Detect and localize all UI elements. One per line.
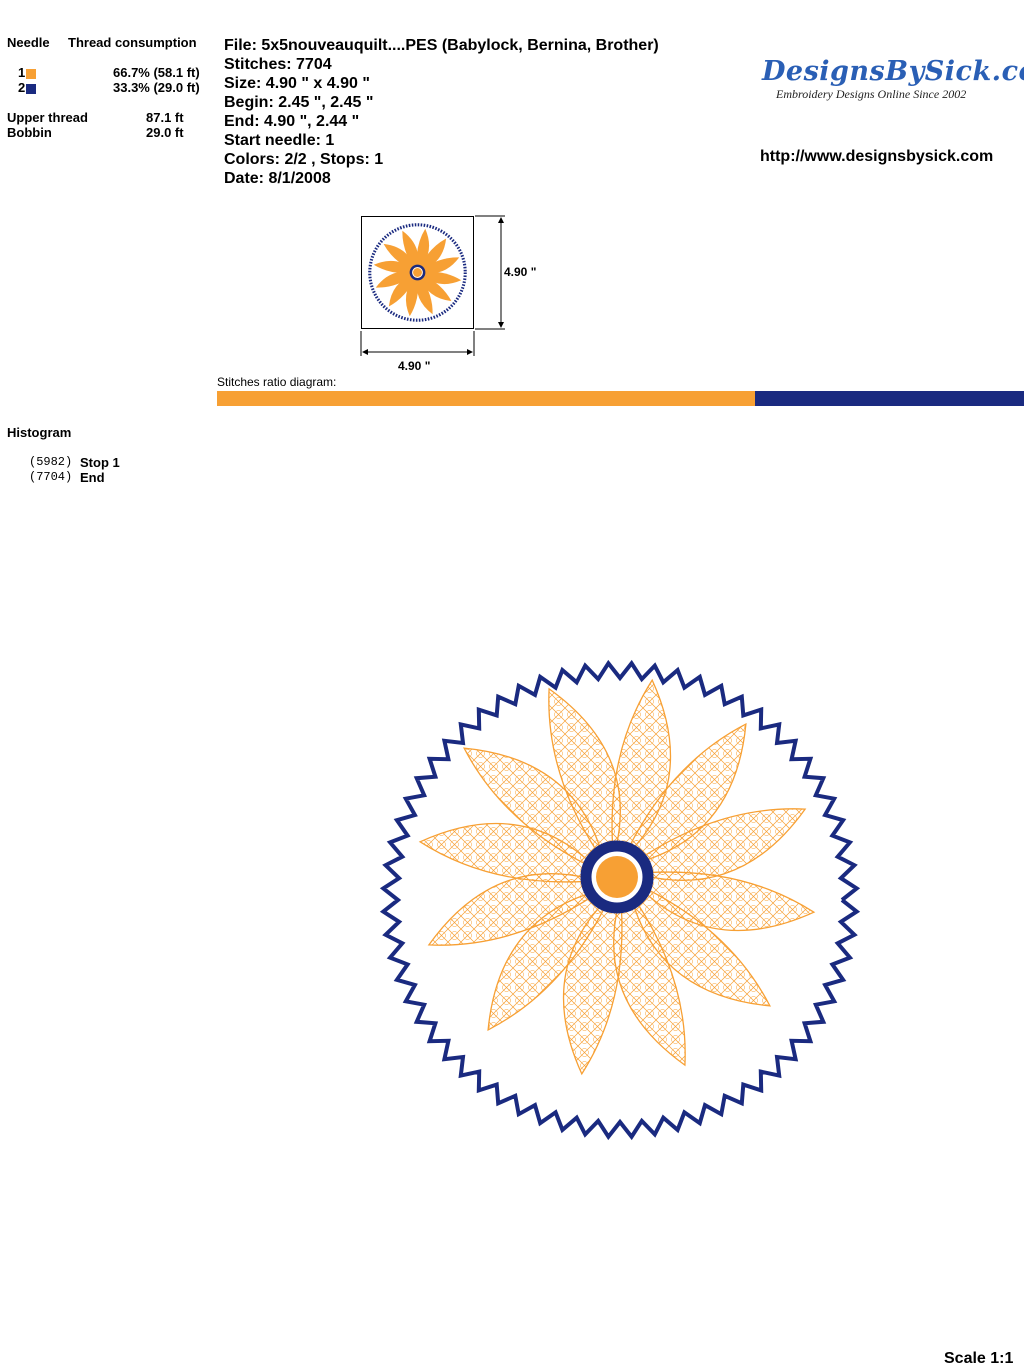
width-dimension-label: 4.90 " xyxy=(398,359,431,373)
center-ring xyxy=(580,840,654,914)
design-petals xyxy=(418,678,816,1076)
design-info: File: 5x5nouveauquilt....PES (Babylock, … xyxy=(224,36,659,188)
center-fill xyxy=(596,856,638,898)
stitches-ratio-bar xyxy=(217,391,1024,406)
thumb-petal xyxy=(416,276,433,315)
ratio-segment-1 xyxy=(217,391,756,406)
upper-thread-value: 87.1 ft xyxy=(146,110,184,125)
histogram-label-1: Stop 1 xyxy=(80,455,120,470)
bobbin-label: Bobbin xyxy=(7,125,52,140)
thumb-petal xyxy=(420,274,452,302)
needle-1-row: 1 xyxy=(18,65,37,80)
thumb-petal xyxy=(402,230,419,269)
preview-design xyxy=(368,223,467,322)
histogram-count-1: (5982) xyxy=(29,455,73,469)
thumb-petals xyxy=(373,228,462,317)
needle-2-consumption: 33.3% (29.0 ft) xyxy=(113,80,200,95)
scale-label: Scale 1:1 xyxy=(944,1350,1014,1367)
date-line: Date: 8/1/2008 xyxy=(224,170,331,187)
thumb-petal xyxy=(383,243,415,271)
thread-consumption-header: Thread consumption xyxy=(68,35,197,50)
ratio-label: Stitches ratio diagram: xyxy=(217,375,337,389)
thumb-center-dot xyxy=(413,268,422,277)
histogram-label-2: End xyxy=(80,470,105,485)
preview-frame xyxy=(361,216,474,329)
needle-1-consumption: 66.7% (58.1 ft) xyxy=(113,65,200,80)
colors-line: Colors: 2/2 , Stops: 1 xyxy=(224,151,384,168)
file-line: File: 5x5nouveauquilt....PES (Babylock, … xyxy=(224,37,659,54)
thumb-petal xyxy=(375,271,414,288)
ratio-segment-2 xyxy=(755,391,1024,406)
petal xyxy=(548,687,621,855)
logo-tagline: Embroidery Designs Online Since 2002 xyxy=(776,87,967,101)
needle-2-number: 2 xyxy=(18,80,26,95)
upper-thread-label: Upper thread xyxy=(7,110,88,125)
zigzag-border xyxy=(379,659,861,1141)
histogram-count-2: (7704) xyxy=(29,470,73,484)
thumb-center-ring xyxy=(409,264,426,281)
stitches-line: Stitches: 7704 xyxy=(224,56,332,73)
dimension-lines xyxy=(360,215,505,356)
needle-1-swatch xyxy=(26,68,37,79)
design-full-view xyxy=(379,659,861,1141)
needle-header: Needle xyxy=(7,35,50,50)
size-line: Size: 4.90 " x 4.90 " xyxy=(224,75,370,92)
thumb-petal xyxy=(421,257,460,274)
histogram-title: Histogram xyxy=(7,425,72,440)
start-needle-line: Start needle: 1 xyxy=(224,132,335,149)
bobbin-value: 29.0 ft xyxy=(146,125,184,140)
thumb-petal xyxy=(419,238,447,270)
needle-1-number: 1 xyxy=(18,65,26,80)
height-dimension-label: 4.90 " xyxy=(504,265,537,279)
logo: DesignsBySick.com xyxy=(762,56,1024,87)
needle-2-row: 2 xyxy=(18,80,37,95)
end-line: End: 4.90 ", 2.44 " xyxy=(224,113,360,130)
needle-2-swatch xyxy=(26,83,37,94)
begin-line: Begin: 2.45 ", 2.45 " xyxy=(224,94,374,111)
thumb-petal xyxy=(388,275,416,307)
website-link[interactable]: http://www.designsbysick.com xyxy=(760,148,994,165)
